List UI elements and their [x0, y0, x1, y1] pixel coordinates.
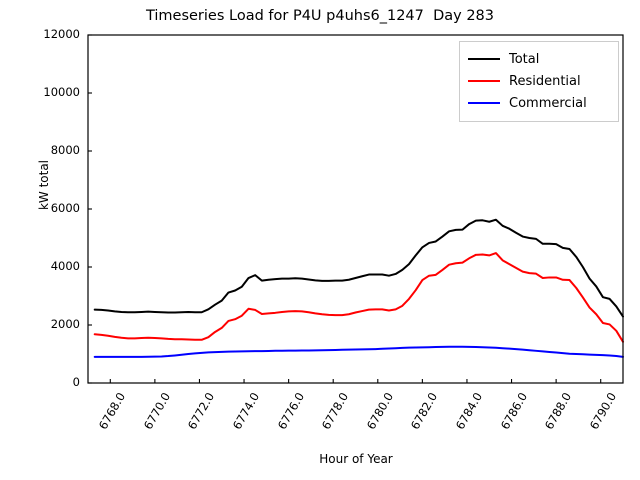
- legend-swatch-residential: [468, 80, 500, 82]
- y-tick-label: 10000: [43, 85, 80, 99]
- y-tick-label: 2000: [50, 317, 80, 331]
- legend-item-residential: Residential: [468, 70, 610, 92]
- y-tick-label: 0: [72, 375, 80, 389]
- legend-swatch-total: [468, 58, 500, 60]
- series-line-residential: [93, 252, 624, 343]
- y-tick-label: 4000: [50, 259, 80, 273]
- chart-legend: Total Residential Commercial: [459, 41, 619, 122]
- series-lines: [93, 218, 624, 358]
- series-line-commercial: [93, 345, 624, 358]
- legend-label-total: Total: [509, 51, 540, 67]
- y-tick-label: 6000: [50, 201, 80, 215]
- legend-item-commercial: Commercial: [468, 92, 610, 114]
- legend-swatch-commercial: [468, 102, 500, 104]
- legend-label-commercial: Commercial: [509, 95, 587, 111]
- y-tick-label: 12000: [43, 27, 80, 41]
- series-line-total: [93, 218, 624, 318]
- chart-title: Timeseries Load for P4U p4uhs6_1247 Day …: [145, 8, 495, 24]
- plot-frame: [87, 34, 624, 384]
- legend-item-total: Total: [468, 48, 610, 70]
- x-axis-label: Hour of Year: [319, 452, 393, 466]
- legend-label-residential: Residential: [509, 73, 581, 89]
- y-tick-label: 8000: [50, 143, 80, 157]
